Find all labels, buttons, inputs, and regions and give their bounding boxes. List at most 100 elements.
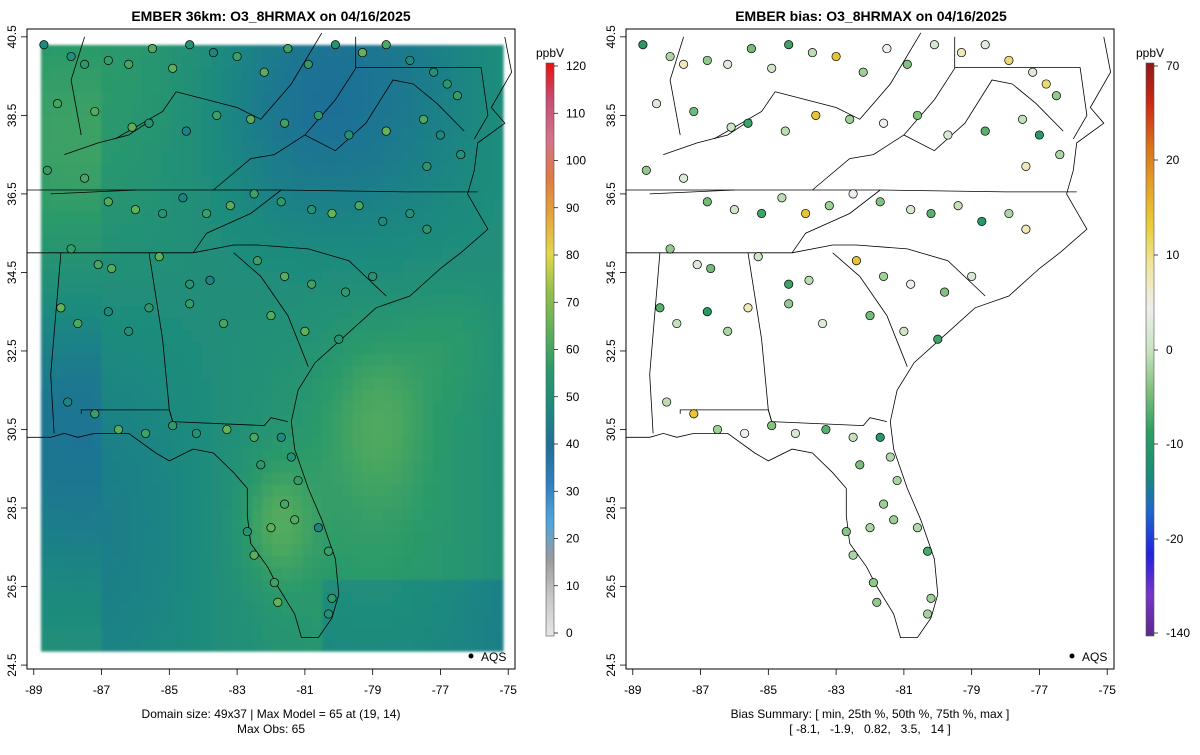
field-cell [352,163,363,177]
field-cell [81,377,92,391]
field-cell [472,603,484,616]
field-cell [201,318,213,331]
field-cell [282,175,293,189]
field-cell [61,116,72,129]
field-cell [412,555,424,569]
field-cell [161,211,173,224]
field-cell [221,639,233,652]
field-cell [362,484,373,498]
field-cell [241,330,253,343]
field-cell [493,472,504,486]
field-cell [402,211,414,224]
right-legend-point [1069,653,1075,659]
field-cell [231,306,243,319]
field-cell [442,104,454,117]
field-cell [231,187,243,201]
field-cell [181,615,193,628]
field-cell [432,413,444,426]
field-cell [272,92,283,105]
field-cell [292,199,303,212]
field-cell [482,211,494,224]
field-cell [382,496,394,509]
site-marker [266,523,276,533]
field-cell [422,68,434,82]
field-cell [402,116,414,129]
field-cell [121,603,132,616]
site-marker [341,287,351,297]
field-cell [121,401,132,414]
field-cell [462,306,474,319]
field-cell [442,639,454,652]
field-cell [352,92,363,105]
field-cell [432,627,444,640]
field-cell [452,353,464,367]
field-cell [231,555,243,569]
field-cell [482,128,494,141]
field-cell [201,591,213,605]
bias-site-marker [912,523,922,533]
field-cell [171,247,183,260]
field-cell [71,294,82,307]
field-cell [211,116,223,129]
field-cell [352,68,363,82]
field-cell [402,472,414,486]
bias-site-marker [679,173,689,183]
field-cell [332,56,343,70]
field-cell [332,92,343,105]
bias-site-marker [848,432,858,442]
field-cell [262,567,273,581]
field-cell [392,116,404,129]
field-cell [372,520,383,533]
field-cell [282,425,293,438]
field-cell [201,555,213,569]
field-cell [81,342,92,355]
field-cell [91,544,102,557]
field-cell [372,437,383,450]
field-cell [282,591,293,605]
field-cell [251,140,263,153]
site-marker [256,460,266,470]
field-cell [171,175,183,189]
field-cell [402,294,414,307]
field-cell [131,140,142,153]
field-cell [41,615,52,628]
field-cell [452,401,464,414]
model-concentration-field [41,45,504,652]
field-cell [111,627,122,640]
field-cell [422,199,434,212]
field-cell [231,128,243,141]
field-cell [101,282,112,296]
field-cell [51,579,62,593]
field-cell [61,627,72,640]
field-cell [131,365,142,379]
field-cell [181,306,193,319]
field-cell [372,45,383,58]
field-cell [71,365,82,379]
field-cell [121,389,132,403]
field-cell [121,199,132,212]
field-cell [382,413,394,426]
field-cell [41,306,52,319]
field-cell [111,639,122,652]
field-cell [462,603,474,616]
field-cell [161,175,173,189]
field-cell [442,330,454,343]
field-cell [91,140,102,153]
field-cell [161,140,173,153]
field-cell [352,460,363,474]
field-cell [71,235,82,248]
field-cell [282,460,293,474]
field-cell [282,199,293,212]
field-cell [362,425,373,438]
field-cell [61,187,72,201]
field-cell [432,318,444,331]
field-cell [262,270,273,284]
bias-site-marker [1017,114,1028,124]
field-cell [462,627,474,640]
field-cell [372,187,383,201]
field-cell [91,116,102,129]
field-cell [462,508,474,521]
field-cell [211,449,223,462]
field-cell [432,223,444,236]
field-cell [51,247,62,260]
